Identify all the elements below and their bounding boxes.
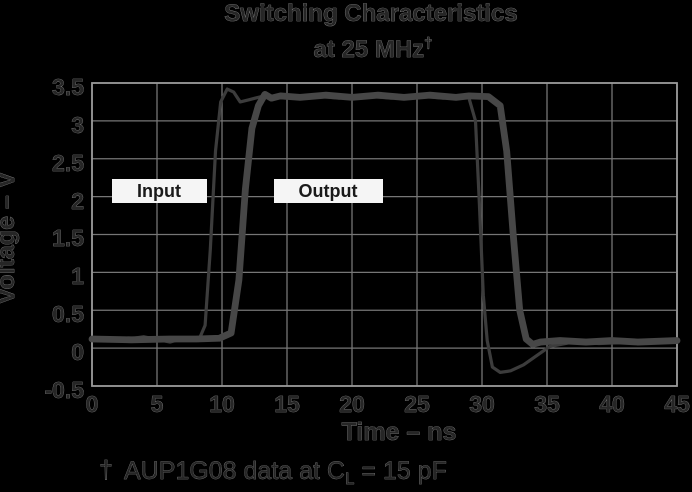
svg-text:0: 0 (86, 391, 99, 417)
svg-text:2.5: 2.5 (52, 150, 84, 176)
svg-text:0.5: 0.5 (52, 301, 84, 327)
svg-text:3: 3 (71, 112, 84, 138)
svg-text:25: 25 (404, 391, 430, 417)
svg-text:5: 5 (151, 391, 164, 417)
svg-text:20: 20 (339, 391, 365, 417)
svg-text:at 25 MHz†: at 25 MHz† (313, 35, 432, 63)
svg-text:2: 2 (71, 188, 84, 214)
svg-text:1.5: 1.5 (52, 225, 84, 251)
svg-text:Time – ns: Time – ns (342, 418, 457, 446)
svg-text:Voltage – V: Voltage – V (0, 171, 20, 304)
svg-text:1: 1 (71, 263, 84, 289)
svg-text:-0.5: -0.5 (44, 377, 84, 403)
svg-text:Switching Characteristics: Switching Characteristics (224, 0, 517, 27)
svg-text:15: 15 (274, 391, 300, 417)
svg-text:0: 0 (71, 339, 84, 365)
svg-text:Output: Output (299, 181, 358, 201)
svg-text:†: † (99, 456, 113, 484)
svg-text:30: 30 (469, 391, 495, 417)
svg-text:35: 35 (534, 391, 560, 417)
svg-text:AUP1G08 data at CL = 15 pF: AUP1G08 data at CL = 15 pF (124, 457, 447, 488)
svg-text:3.5: 3.5 (52, 74, 84, 100)
svg-text:Input: Input (137, 181, 181, 201)
svg-text:10: 10 (209, 391, 235, 417)
svg-text:45: 45 (664, 391, 690, 417)
svg-text:40: 40 (599, 391, 625, 417)
